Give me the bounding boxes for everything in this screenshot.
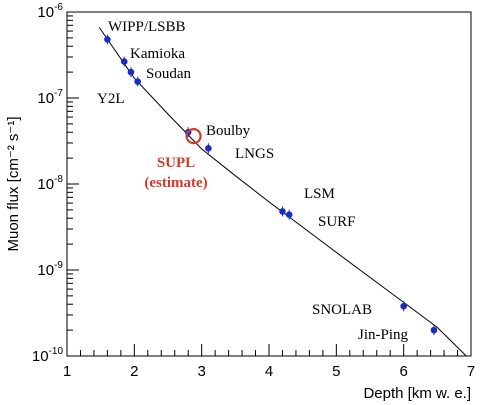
y-tick-label: 10-10 <box>32 346 64 365</box>
site-label: Boulby <box>206 123 251 139</box>
data-point <box>400 302 407 310</box>
data-point <box>279 208 286 215</box>
y-tick-label: 10-9 <box>37 260 63 279</box>
site-label: WIPP/LSBB <box>108 19 186 35</box>
data-point <box>285 211 293 218</box>
data-point <box>205 145 212 152</box>
data-point <box>120 58 128 65</box>
fit-curve <box>98 27 467 357</box>
estimate-label: SUPL <box>157 155 195 171</box>
y-tick-label: 10-8 <box>37 174 63 193</box>
site-label: LSM <box>304 186 335 202</box>
data-point <box>134 78 141 85</box>
x-tick-label: 5 <box>332 363 340 380</box>
plot-frame <box>66 11 472 357</box>
site-label: Kamioka <box>130 46 185 62</box>
x-axis-label: Depth [km w. e.] <box>363 385 471 402</box>
x-tick-label: 7 <box>467 363 475 380</box>
x-tick-label: 4 <box>265 363 273 380</box>
site-label: SNOLAB <box>312 302 372 318</box>
y-tick-label: 10-7 <box>37 88 63 107</box>
y-tick-label: 10-6 <box>37 2 63 21</box>
x-tick-label: 1 <box>63 363 71 380</box>
supl-estimate: SUPL (estimate) <box>144 128 208 191</box>
y-axis-label: Muon flux [cm⁻² s⁻¹] <box>5 116 22 251</box>
site-label: Soudan <box>146 66 192 82</box>
x-tick-label: 2 <box>130 363 138 380</box>
x-tick-label: 3 <box>197 363 205 380</box>
site-label: Jin-Ping <box>358 327 409 343</box>
estimate-sublabel: (estimate) <box>144 175 207 191</box>
site-label: Y2L <box>97 91 125 107</box>
data-point <box>104 36 111 43</box>
data-point <box>127 68 135 76</box>
site-label: SURF <box>318 214 356 230</box>
x-tick-label: 6 <box>399 363 407 380</box>
data-point <box>430 326 438 334</box>
site-label: LNGS <box>235 146 274 162</box>
x-axis: 1 2 3 4 5 6 7 <box>63 344 475 380</box>
estimate-marker <box>185 128 202 145</box>
data-points: WIPP/LSBB Kamioka Soudan Y2L Boulby LNGS LSM SU… <box>97 19 438 343</box>
y-axis: 10-10 10-9 10-8 10-7 10-6 <box>32 2 79 365</box>
